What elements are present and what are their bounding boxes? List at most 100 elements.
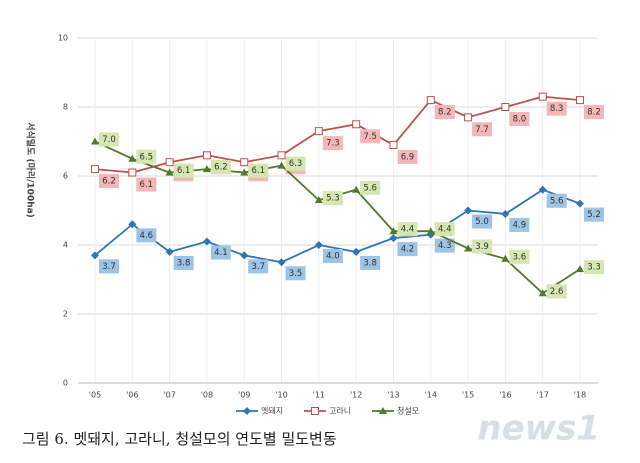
marker	[277, 151, 286, 160]
marker	[202, 151, 211, 160]
data-label: 7.0	[102, 135, 116, 145]
data-label: 5.3	[326, 194, 340, 204]
data-label: 6.1	[177, 166, 191, 176]
marker	[352, 120, 361, 129]
data-label: 7.3	[326, 139, 340, 149]
data-label: 4.6	[140, 231, 154, 241]
data-label-box	[322, 249, 343, 263]
marker	[314, 127, 323, 136]
data-label: 6.9	[401, 152, 415, 162]
marker	[576, 199, 584, 208]
data-label-box	[584, 260, 604, 275]
data-label-box	[99, 174, 119, 189]
data-label: 5.6	[550, 196, 564, 206]
data-label: 3.6	[513, 252, 527, 262]
data-label: 3.5	[289, 269, 303, 279]
marker	[165, 168, 174, 176]
data-label-box	[546, 101, 567, 116]
data-label: 6.5	[140, 152, 154, 162]
x-tick-label: '15	[462, 391, 474, 400]
marker	[426, 96, 435, 105]
y-tick-label: 2	[63, 310, 68, 319]
data-label-box	[397, 149, 418, 164]
marker	[91, 165, 99, 174]
marker	[538, 185, 547, 194]
data-label-box	[472, 122, 493, 137]
marker	[240, 158, 249, 167]
y-axis-label: 서식밀도 (마리/100ha)	[25, 122, 37, 218]
data-label-box	[285, 266, 306, 281]
data-label-box	[546, 193, 567, 208]
marker	[314, 196, 323, 204]
marker	[464, 244, 473, 252]
data-label-box	[322, 136, 343, 151]
data-label-box	[173, 163, 194, 178]
marker	[202, 165, 211, 173]
data-label: 4.1	[214, 248, 228, 258]
data-label: 8.3	[550, 104, 564, 114]
marker	[128, 154, 137, 162]
marker	[128, 220, 137, 229]
legend-label: 멧돼지	[261, 406, 283, 416]
marker	[277, 258, 286, 267]
marker	[389, 140, 398, 149]
marker	[277, 161, 286, 169]
data-label-box	[434, 222, 455, 237]
x-tick-label: '16	[499, 391, 511, 400]
data-label: 8.0	[513, 115, 527, 125]
data-label: 8.2	[438, 108, 452, 118]
y-tick-label: 10	[58, 34, 68, 43]
data-label: 2.6	[550, 287, 564, 297]
data-label-box	[360, 180, 381, 195]
data-label: 5.6	[363, 183, 377, 193]
marker	[389, 234, 398, 243]
data-label-box	[136, 177, 157, 192]
data-label: 4.2	[401, 245, 415, 255]
data-label-box	[248, 259, 269, 274]
data-label: 4.0	[326, 252, 340, 262]
data-label-box	[173, 255, 194, 270]
x-tick-label: '09	[238, 391, 250, 400]
marker	[165, 158, 174, 167]
data-label: 3.7	[251, 262, 265, 272]
y-tick-label: 0	[63, 379, 68, 388]
data-label: 3.7	[102, 262, 116, 272]
data-label: 7.5	[363, 132, 377, 142]
data-label: 7.7	[475, 125, 489, 135]
data-label-box	[584, 105, 604, 120]
series-line	[94, 95, 581, 174]
marker	[91, 137, 99, 145]
legend-label: 청설모	[397, 406, 419, 416]
data-label: 6.2	[102, 177, 116, 187]
marker	[240, 168, 249, 176]
y-tick-label: 6	[63, 172, 68, 181]
marker	[538, 289, 547, 297]
data-label: 3.8	[363, 258, 377, 268]
marker	[389, 227, 398, 235]
data-label: 8.2	[587, 108, 601, 118]
marker	[501, 103, 510, 111]
data-label: 4.4	[401, 225, 415, 235]
data-label-box	[360, 255, 381, 270]
data-label-box	[322, 191, 343, 206]
marker	[128, 168, 137, 177]
series-line	[94, 188, 581, 264]
data-label: 5.2	[587, 210, 601, 220]
x-tick-label: '14	[425, 391, 437, 400]
marker	[240, 251, 249, 260]
marker	[538, 92, 547, 101]
data-label-box	[509, 112, 530, 126]
data-label: 4.4	[438, 225, 452, 235]
marker	[464, 113, 473, 122]
marker	[576, 265, 584, 273]
data-label-box	[434, 105, 455, 120]
data-label: 3.3	[587, 263, 601, 273]
x-tick-label: '12	[350, 391, 362, 400]
data-label-box	[210, 160, 231, 175]
data-label-box	[136, 228, 157, 243]
x-tick-label: '06	[126, 391, 138, 400]
data-label-box	[99, 259, 119, 274]
marker	[165, 247, 174, 256]
